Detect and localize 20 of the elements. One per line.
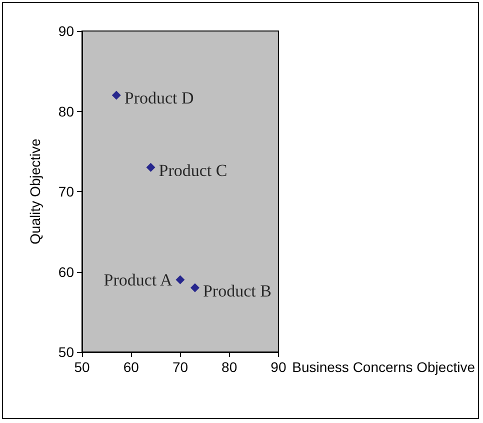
point (146, 162, 156, 172)
y-tick-label: 50 (58, 344, 74, 360)
y-axis-title: Quality Objective (27, 138, 43, 244)
point (190, 283, 200, 292)
annotation: Product A (104, 270, 173, 290)
x-tick-label: 60 (123, 359, 140, 375)
x-tick-label: 70 (172, 359, 188, 375)
x-axis-title: Business Concerns Objective (292, 359, 476, 375)
y-tick-label: 70 (58, 184, 74, 200)
annotation: Product B (202, 281, 272, 300)
y-tick-label: 80 (58, 103, 74, 120)
point (176, 275, 185, 284)
x-tick-label: 80 (222, 359, 238, 375)
y-tick-label: 90 (58, 23, 74, 39)
x-tick-label: 90 (270, 359, 286, 375)
annotation: Product D (124, 88, 194, 108)
point (112, 90, 121, 100)
x-tick-label: 50 (74, 359, 90, 375)
y-tick-label: 60 (58, 264, 74, 280)
annotation: Product C (158, 160, 228, 180)
